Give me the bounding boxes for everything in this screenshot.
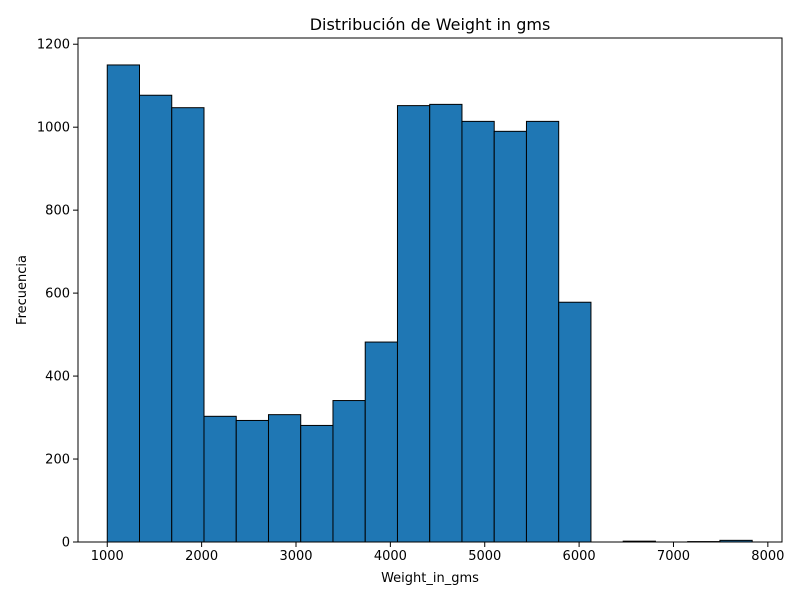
bars-group (106, 64, 753, 543)
y-axis-title: Frecuencia (15, 255, 30, 325)
y-tick-label: 800 (45, 204, 70, 219)
plot-frame (77, 37, 783, 543)
histogram-bar (558, 301, 592, 543)
y-tick-label: 1200 (37, 38, 70, 53)
x-axis: 1000 2000 3000 4000 5000 6000 7000 8000 (91, 542, 784, 564)
x-tick-label: 1000 (91, 549, 124, 564)
y-tick-label: 600 (45, 287, 70, 302)
histogram-bar (300, 424, 334, 543)
histogram-bar (106, 64, 141, 543)
x-tick-label: 2000 (185, 549, 218, 564)
x-tick-label: 8000 (751, 549, 784, 564)
x-tick-label: 4000 (374, 549, 407, 564)
histogram-bar (139, 94, 173, 543)
histogram-bar (429, 103, 463, 543)
histogram-bar (364, 341, 398, 543)
histogram-bar (461, 120, 495, 543)
x-axis-title: Weight_in_gms (381, 571, 479, 586)
y-tick-label: 1000 (37, 121, 70, 136)
histogram-bar (332, 400, 366, 543)
x-tick-label: 7000 (657, 549, 690, 564)
histogram-bar (396, 105, 431, 543)
x-tick-label: 5000 (468, 549, 501, 564)
y-tick-label: 0 (62, 536, 70, 551)
y-tick-label: 400 (45, 370, 70, 385)
x-tick-label: 6000 (563, 549, 596, 564)
x-tick-label: 3000 (279, 549, 312, 564)
histogram-bar (493, 130, 527, 543)
y-tick-label: 200 (45, 453, 70, 468)
chart-title: Distribución de Weight in gms (310, 15, 551, 34)
histogram-bar (203, 415, 237, 543)
y-axis: 0 200 400 600 800 1000 1200 (37, 38, 78, 551)
histogram-bar (171, 107, 205, 543)
histogram-bar (525, 120, 560, 543)
histogram-bar (267, 414, 302, 543)
histogram-bar (235, 419, 269, 543)
